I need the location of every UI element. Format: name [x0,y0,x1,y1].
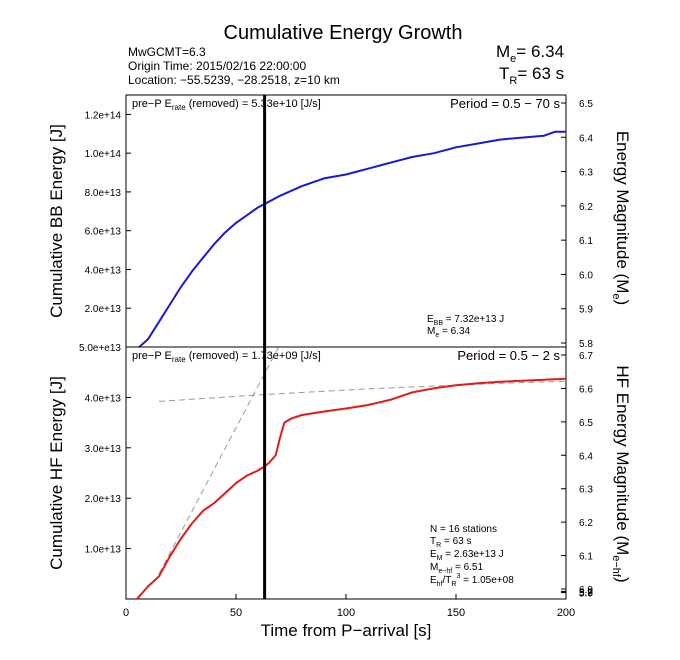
y-tick-label: 4.0e+13 [85,393,122,404]
y2-tick-label: 6.3 [579,485,593,496]
x-tick-label: 200 [557,607,575,619]
y-tick-label: 2.0e+13 [85,304,122,315]
stat-ehf-tr3: Ehf/TR3 = 1.05e+08 [430,573,514,588]
y-tick-label: 2.0e+13 [85,494,122,505]
svg-text:Me= 6.34: Me= 6.34 [496,42,564,65]
top-stat-me: Me = 6.34 [427,326,471,339]
y2-tick-label: 6.6 [579,384,593,395]
bb-series [138,130,566,348]
y2-tick-label: 6.3 [579,168,593,179]
bottom-plot-frame [125,346,567,600]
x-tick-label: 150 [447,607,465,619]
tr-value: = 63 s [517,64,564,83]
y-tick-label: 5.0e+e13 [79,343,121,354]
hf-series [136,377,567,600]
bottom-y-axis: 1.0e+13 2.0e+13 3.0e+13 4.0e+13 5.0e+e13 [79,343,131,556]
stat-mehf: Me−hf = 6.51 [430,562,483,575]
svg-text:TR= 63 s: TR= 63 s [499,64,564,87]
x-axis: 0 50 100 150 200 [123,594,575,619]
x-tick-label: 0 [123,607,129,619]
x-tick-label: 50 [230,607,242,619]
y-tick-label: 3.0e+13 [85,444,122,455]
top-y-axis-label: Cumulative BB Energy [J] [47,124,66,318]
y-tick-label: 8.0e+13 [85,188,122,199]
bottom-period-label: Period = 0.5 − 2 s [457,348,560,363]
me-label: Me= 6.34 [496,42,564,65]
energy-curve [138,130,566,348]
y2-tick-label: 6.4 [579,133,593,144]
top-stat-ebb: EBB = 7.32e+13 J [427,314,504,327]
y2-tick-label: 5.9 [579,305,593,316]
y2-tick-label: 6.5 [579,99,593,110]
top-y2-axis: 5.8 5.9 6.0 6.1 6.2 6.3 6.4 6.5 [561,99,593,350]
info-line-1: MwGCMT=6.3 [128,45,206,59]
y2-tick-label: 5.9 [579,589,593,600]
y-tick-label: 4.0e+13 [85,265,122,276]
x-axis-label: Time from P−arrival [s] [261,621,432,640]
y2-tick-label: 5.8 [579,588,593,599]
y-tick-label: 1.0e+14 [85,149,122,160]
y2-tick-label: 6.0 [579,585,593,596]
y2-tick-label: 5.8 [579,339,593,350]
top-y-axis: 2.0e+13 4.0e+13 6.0e+13 8.0e+13 1.0e+14 1.2e+… [85,110,131,315]
y2-tick-label: 6.7 [579,351,593,362]
y2-tick-label: 6.4 [579,451,593,462]
top-pre-p-label: pre−P Erate (removed) = 5.33e+10 [J/s] [132,98,321,112]
bb-energy-panel: 2.0e+13 4.0e+13 6.0e+13 8.0e+13 1.0e+14 1.2e+… [47,94,632,350]
tr-label: TR= 63 s [499,64,564,87]
bottom-y-axis-label: Cumulative HF Energy [J] [47,376,66,570]
y2-tick-label: 5.7 [579,587,593,598]
y-tick-label: 6.0e+13 [85,227,122,238]
hf-energy-panel: 1.0e+13 2.0e+13 3.0e+13 4.0e+13 5.0e+e13 5.7… [47,343,632,619]
y-tick-label: 1.2e+14 [85,110,122,121]
y2-tick-label: 6.1 [579,552,593,563]
top-plot-frame [125,94,567,348]
x-tick-label: 100 [337,607,355,619]
info-line-2: Origin Time: 2015/02/16 22:00:00 [128,59,306,73]
stat-em: EM = 2.63e+13 J [430,549,504,562]
bottom-y2-axis: 5.75.85.96.0 6.1 6.2 6.3 6.4 6.5 6.6 6.7 [561,351,593,600]
y-tick-label: 1.0e+13 [85,545,122,556]
fit-line [158,380,567,402]
energy-curve [136,377,567,600]
bottom-y2-axis-label: HF Energy Magnitude (Me−hf) [610,365,632,582]
y2-tick-label: 6.2 [579,202,593,213]
me-value: 6.34 [531,42,564,61]
hf-fit-lines [158,344,567,575]
y2-tick-label: 6.0 [579,270,593,281]
fit-line [158,344,281,575]
top-period-label: Period = 0.5 − 70 s [450,96,560,111]
y2-tick-label: 6.5 [579,418,593,429]
y2-tick-label: 6.2 [579,518,593,529]
y2-tick-label: 6.1 [579,236,593,247]
figure-title: Cumulative Energy Growth [224,22,463,44]
stat-tr: TR = 63 s [430,536,471,549]
top-y2-axis-label: Energy Magnitude (Me) [610,131,632,305]
stat-n-stations: N = 16 stations [430,524,497,535]
bottom-pre-p-label: pre−P Erate (removed) = 1.73e+09 [J/s] [132,350,321,364]
info-line-3: Location: −55.5239, −28.2518, z=10 km [128,73,340,87]
